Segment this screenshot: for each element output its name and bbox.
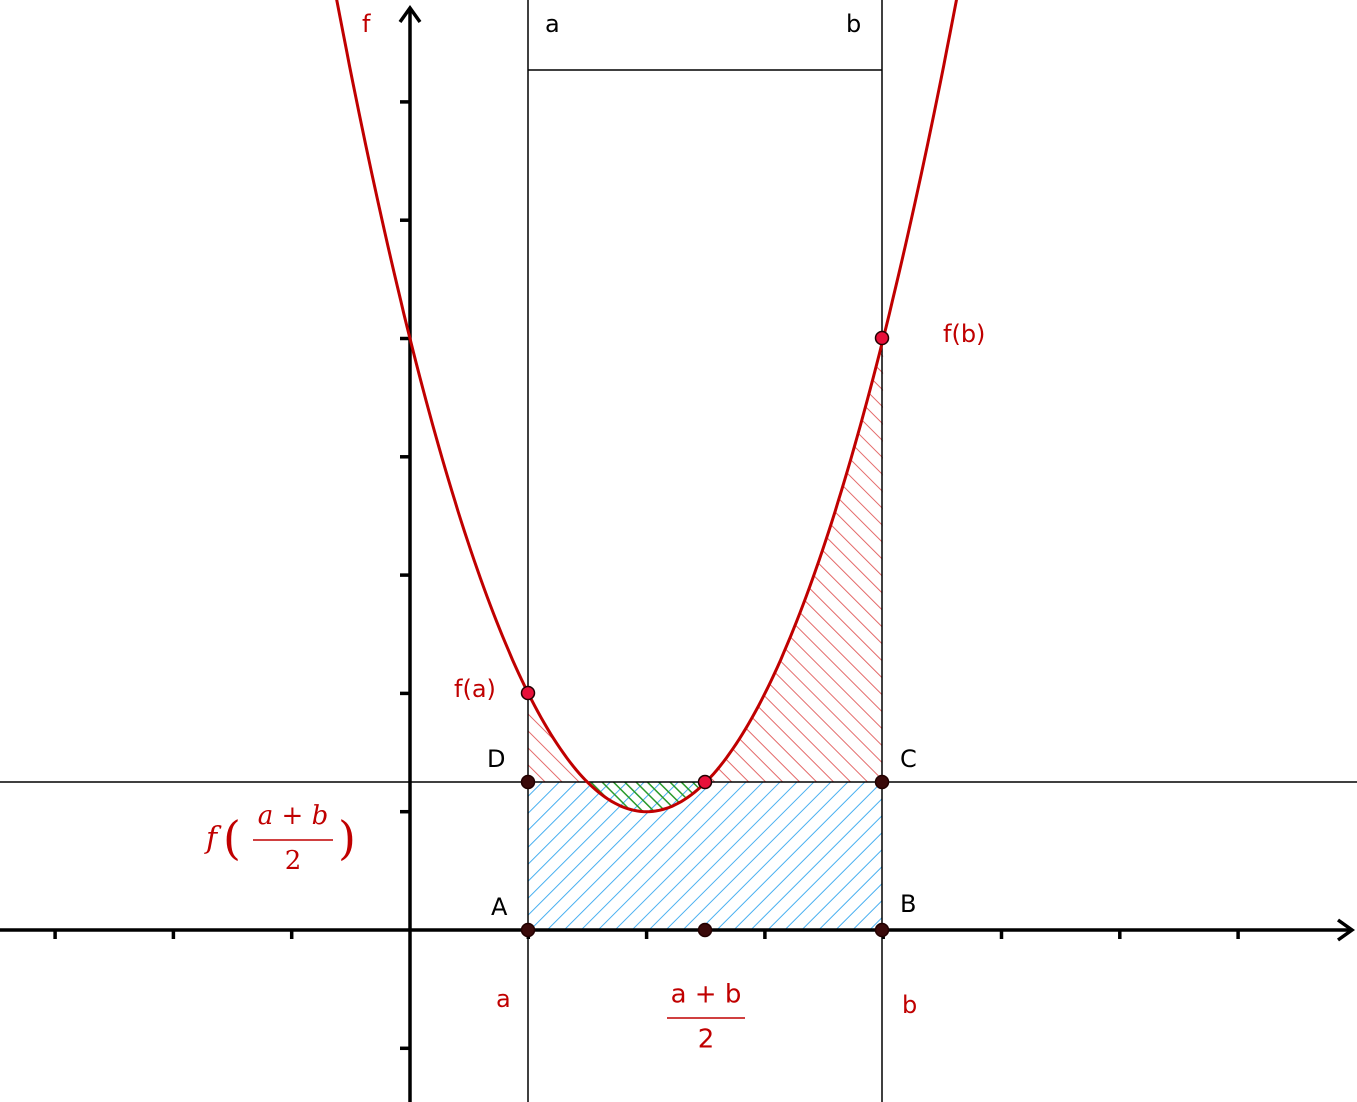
point [697,774,713,790]
line-label: a [545,10,560,38]
axis-label: b [902,991,917,1019]
paren: ( [223,811,241,865]
point-label: C [900,745,917,773]
point [697,922,713,938]
deficit-area [528,782,882,812]
point-label: f(a) [454,675,496,703]
point [520,774,536,790]
paren: ) [338,811,356,865]
point-label: A [491,893,508,921]
point-label: B [900,890,916,918]
point-label: f(b) [943,320,985,348]
line-label: b [846,10,861,38]
rectangle-area [528,782,882,930]
fraction-numerator: a + b [258,801,328,831]
curve-label: f [362,10,371,38]
point [520,685,536,701]
fraction-denominator: 2 [698,1025,715,1055]
point [874,774,890,790]
arrow [1336,918,1356,942]
axis-label: a [496,985,511,1013]
point [520,922,536,938]
excess-area [528,338,884,782]
arrow [398,4,422,24]
curve [335,0,958,814]
fraction-numerator: a + b [671,980,742,1010]
point [874,922,890,938]
fraction-denominator: 2 [285,846,302,876]
point-label: D [487,745,505,773]
point [874,330,890,346]
function-label: f [204,821,222,856]
